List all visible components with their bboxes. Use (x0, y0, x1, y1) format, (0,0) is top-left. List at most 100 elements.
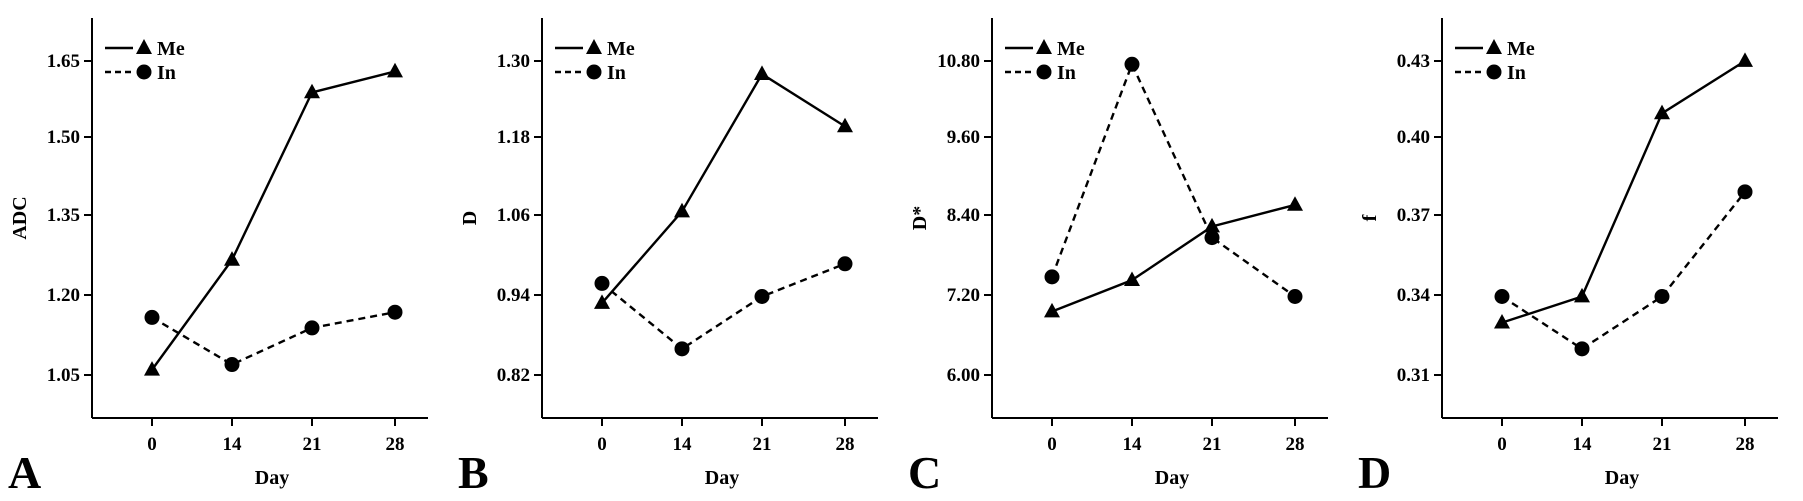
y-tick-label: 1.35 (47, 205, 80, 226)
x-tick-label: 28 (1286, 434, 1305, 455)
y-tick-label: 0.43 (1397, 51, 1430, 72)
data-point-me (304, 83, 320, 99)
x-tick-label: 0 (1497, 434, 1507, 455)
y-tick-label: 8.40 (947, 205, 980, 226)
y-tick-label: 10.80 (937, 51, 980, 72)
y-tick-label: 7.20 (947, 285, 980, 306)
data-point-me (1124, 271, 1140, 287)
y-tick-label: 1.30 (497, 51, 530, 72)
x-tick-label: 0 (1047, 434, 1057, 455)
legend-label-me: Me (157, 38, 185, 60)
data-point-me (224, 251, 240, 266)
y-tick-label: 1.20 (47, 285, 80, 306)
data-point-me (754, 65, 770, 80)
series-line-me (1051, 203, 1296, 313)
y-tick-label: 1.18 (497, 127, 530, 148)
data-point-in (224, 357, 240, 373)
legend-label-in: In (1057, 62, 1076, 84)
legend-marker-circle (136, 64, 152, 80)
data-point-in (754, 289, 770, 304)
data-point-in (1574, 341, 1590, 357)
y-tick-label: 0.34 (1397, 285, 1431, 306)
y-tick-label: 0.82 (497, 365, 530, 386)
x-axis-title: Day (1155, 467, 1189, 489)
x-tick-label: 14 (673, 434, 693, 455)
x-tick-label: 0 (597, 434, 607, 455)
x-tick-label: 21 (753, 434, 772, 455)
legend-label-me: Me (1507, 38, 1535, 60)
panel-label: C (908, 447, 941, 498)
y-tick-label: 1.05 (47, 365, 80, 386)
x-tick-label: 28 (386, 434, 405, 455)
data-point-in (594, 275, 610, 291)
series-line-in (601, 262, 846, 351)
data-point-in (1287, 289, 1303, 304)
legend-marker-triangle (1486, 39, 1502, 54)
panel-label: A (8, 447, 41, 498)
data-point-me (594, 294, 610, 309)
x-axis-title: Day (255, 467, 289, 489)
y-axis-title: f (1359, 214, 1381, 221)
x-tick-label: 21 (1203, 434, 1222, 455)
x-axis-title: Day (705, 467, 739, 489)
panel-label: D (1358, 447, 1391, 498)
data-point-in (144, 309, 160, 325)
data-point-me (144, 361, 160, 376)
data-point-in (1737, 184, 1753, 200)
x-axis-title: Day (1605, 467, 1639, 489)
data-point-me (674, 202, 690, 218)
y-tick-label: 0.40 (1397, 127, 1430, 148)
legend-label-in: In (607, 62, 626, 84)
series-line-me (151, 70, 396, 371)
series-line-in (1501, 191, 1746, 351)
data-point-in (387, 304, 403, 320)
legend-marker-circle (586, 64, 602, 80)
series-line-in (1050, 61, 1296, 298)
y-tick-label: 1.65 (47, 51, 80, 72)
y-tick-label: 9.60 (947, 127, 980, 148)
data-point-me (1044, 302, 1060, 318)
data-point-me (1204, 217, 1220, 233)
y-axis-title: ADC (9, 196, 31, 239)
x-tick-label: 28 (836, 434, 855, 455)
data-point-me (1654, 104, 1670, 120)
y-axis-title: D* (909, 206, 931, 230)
x-tick-label: 21 (303, 434, 322, 455)
legend-label-me: Me (607, 38, 635, 60)
x-tick-label: 0 (147, 434, 157, 455)
y-tick-label: 0.31 (1397, 365, 1430, 386)
data-point-me (1574, 287, 1590, 303)
data-point-in (1204, 230, 1220, 246)
legend-marker-circle (1486, 64, 1502, 80)
series-line-me (601, 72, 846, 304)
data-point-in (1124, 56, 1140, 72)
legend-marker-triangle (586, 39, 602, 54)
y-tick-label: 0.37 (1397, 205, 1431, 226)
data-point-in (837, 256, 853, 272)
series-line-in (151, 311, 396, 366)
y-tick-label: 1.50 (47, 127, 80, 148)
data-point-in (1044, 269, 1060, 285)
data-point-in (304, 320, 320, 336)
panel-label: B (458, 447, 489, 498)
x-tick-label: 14 (1123, 434, 1143, 455)
x-tick-label: 14 (223, 434, 243, 455)
data-point-me (1494, 313, 1510, 329)
legend-marker-triangle (1036, 39, 1052, 54)
legend-marker-circle (1036, 64, 1052, 80)
x-tick-label: 14 (1573, 434, 1593, 455)
y-tick-label: 0.94 (497, 285, 531, 306)
legend-marker-triangle (136, 39, 152, 54)
data-point-in (1654, 289, 1670, 304)
legend-label-me: Me (1057, 38, 1085, 60)
legend-label-in: In (157, 62, 176, 84)
y-tick-label: 6.00 (947, 365, 980, 386)
data-point-me (1737, 52, 1753, 67)
series-line-me (1501, 59, 1746, 324)
x-tick-label: 28 (1736, 434, 1755, 455)
